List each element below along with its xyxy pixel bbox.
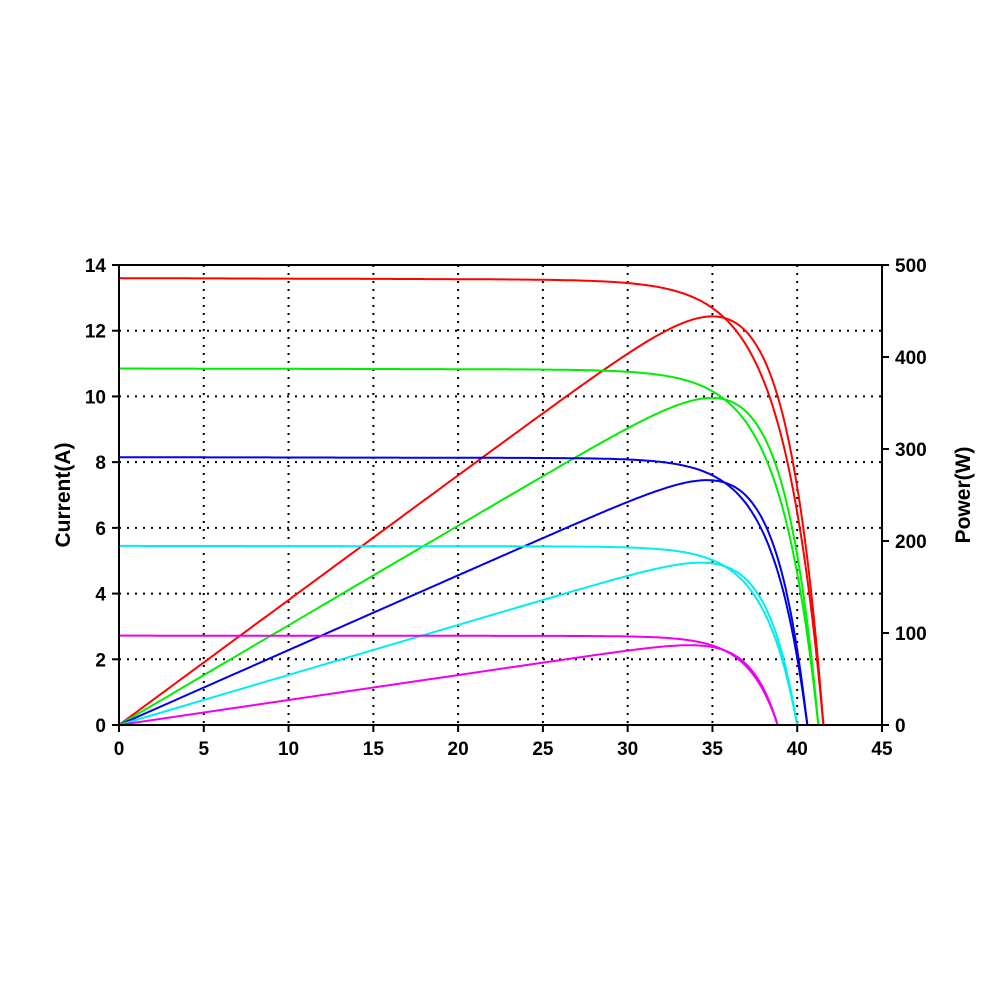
y-tick-label: 12: [85, 322, 106, 343]
y2-tick-label: 100: [895, 624, 927, 645]
iv-curve-4: [119, 544, 799, 726]
x-tick-label: 25: [532, 739, 554, 760]
y-tick-label: 6: [95, 519, 106, 540]
y-tick-label: 14: [85, 256, 107, 277]
x-tick-label: 15: [363, 739, 385, 760]
x-tick-label: 10: [278, 739, 299, 760]
x-tick-label: 45: [871, 739, 893, 760]
iv-curve-1: [119, 277, 825, 726]
pv-curve-5: [118, 644, 779, 726]
ticks: 0 5 10 15 20 25 30 35 40 450246810121401002003004…: [85, 256, 927, 760]
y2-tick-label: 300: [895, 440, 927, 461]
y2-tick-label: 500: [895, 256, 927, 277]
y2-axis-label: Power(W): [952, 447, 975, 544]
y-tick-label: 4: [95, 585, 106, 606]
y-tick-label: 2: [95, 650, 106, 671]
x-tick-label: 0: [114, 739, 125, 760]
plot-frame: [118, 264, 883, 726]
y2-tick-label: 400: [895, 348, 927, 369]
y2-tick-label: 200: [895, 532, 927, 553]
curves: [118, 277, 825, 726]
pv-curve-4: [118, 561, 799, 726]
iv-curve-2: [119, 367, 820, 726]
y-tick-label: 0: [95, 716, 106, 737]
pv-curve-1: [118, 315, 825, 726]
x-tick-label: 30: [617, 739, 638, 760]
y-tick-label: 8: [95, 453, 106, 474]
pv-curve-3: [118, 479, 809, 726]
x-tick-label: 20: [448, 739, 469, 760]
x-tick-label: 40: [787, 739, 808, 760]
pv-curve-2: [118, 396, 820, 726]
grid: [119, 265, 882, 725]
y-axis-label: Current(A): [52, 443, 75, 548]
y-tick-label: 10: [85, 387, 106, 408]
x-tick-label: 5: [198, 739, 209, 760]
iv-curve-5: [119, 634, 779, 726]
y2-tick-label: 0: [895, 716, 906, 737]
x-tick-label: 35: [702, 739, 724, 760]
iv-curve-3: [119, 456, 809, 726]
